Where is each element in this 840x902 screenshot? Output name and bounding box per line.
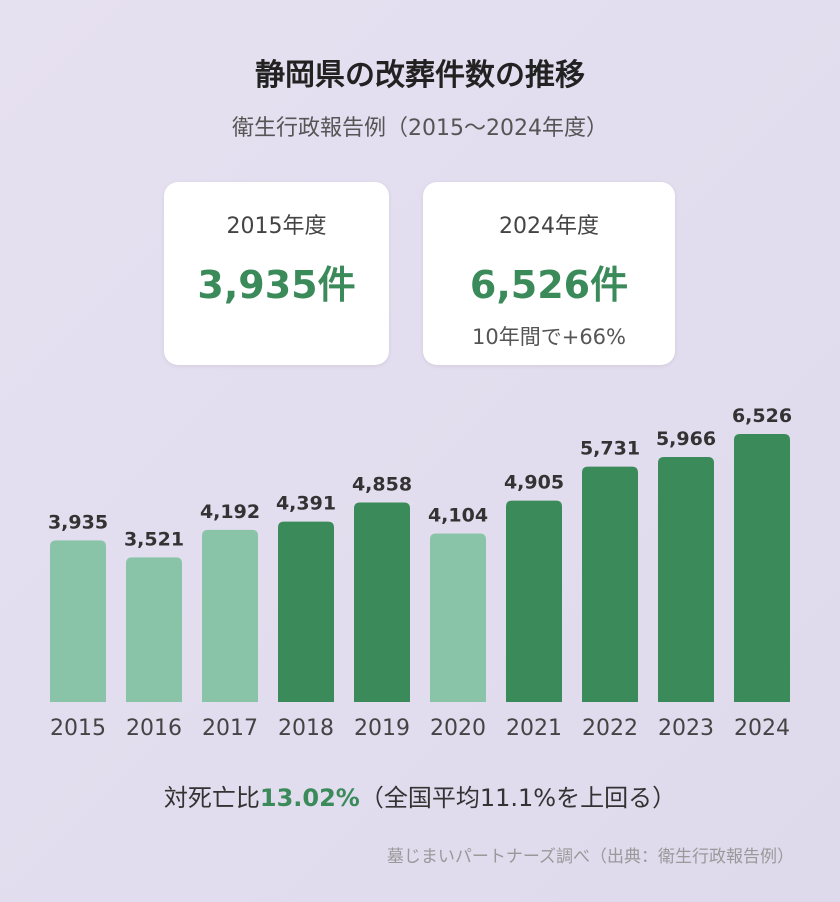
x-tick-2018: 2018 [278,716,334,741]
data-label-2022: 5,731 [580,438,640,460]
x-tick-2023: 2023 [658,716,714,741]
note-suffix: （全国平均11.1%を上回る） [359,784,677,812]
bar-2019 [354,502,410,702]
x-tick-2022: 2022 [582,716,638,741]
note-prefix: 対死亡比 [163,784,260,812]
data-label-2021: 4,905 [504,472,564,494]
x-tick-2016: 2016 [126,716,182,741]
bar-2017 [202,529,258,702]
data-label-2015: 3,935 [48,511,108,533]
bar-2024 [734,434,790,702]
data-label-2023: 5,966 [656,428,716,450]
data-label-2018: 4,391 [276,493,336,515]
bar-2022 [582,466,638,702]
data-label-2024: 6,526 [732,405,792,427]
data-label-2016: 3,521 [124,528,184,550]
card-count: 6,526件 [469,263,629,307]
chart-subtitle: 衛生行政報告例（2015〜2024年度） [232,116,608,141]
x-tick-2015: 2015 [50,716,106,741]
summary-card-2015: 2015年度 3,935件 [164,182,389,365]
death-ratio-note: 対死亡比13.02%（全国平均11.1%を上回る） [0,778,840,813]
data-label-2020: 4,104 [428,504,488,526]
x-tick-2017: 2017 [202,716,258,741]
card-year: 2024年度 [499,214,599,239]
chart-title: 静岡県の改葬件数の推移 [255,58,585,93]
bar-2023 [658,456,714,702]
bar-2015 [50,540,106,702]
card-growth-note: 10年間で+66% [472,325,626,349]
data-label-2017: 4,192 [200,501,260,523]
bar-2020 [430,533,486,702]
data-label-2019: 4,858 [352,473,412,495]
x-tick-2019: 2019 [354,716,410,741]
note-highlight: 13.02% [259,784,360,812]
x-tick-2024: 2024 [734,716,790,741]
card-count: 3,935件 [197,263,356,307]
x-tick-2021: 2021 [506,716,562,741]
bar-chart: 3,935 2015 3,521 2016 4,192 2017 4,391 2018 4,85… [48,405,792,741]
bar-2021 [506,500,562,702]
source-credit: 墓じまいパートナーズ調べ（出典：衛生行政報告例） [386,847,794,867]
card-year: 2015年度 [226,214,327,239]
bar-2018 [278,521,334,702]
x-tick-2020: 2020 [430,716,486,741]
bar-2016 [126,557,182,702]
summary-card-2024: 2024年度 6,526件 10年間で+66% [423,182,675,365]
